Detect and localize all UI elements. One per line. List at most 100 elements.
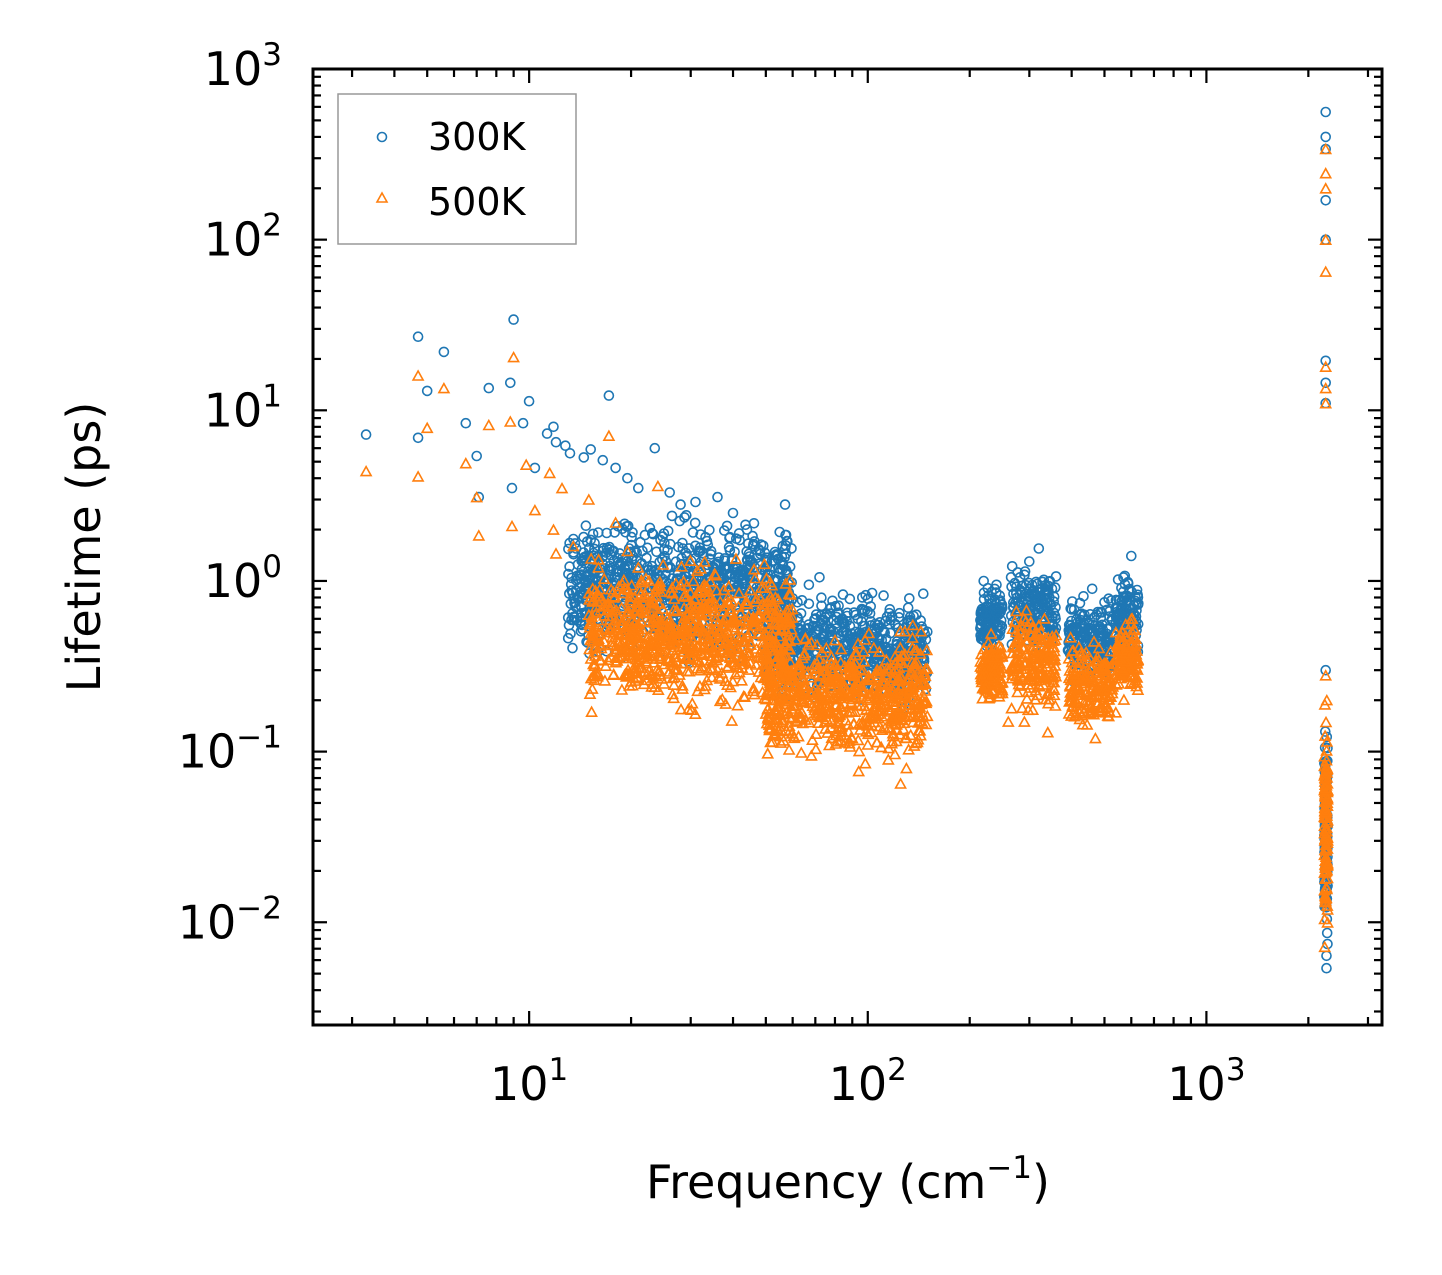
- series-300k-point: [1321, 962, 1332, 974]
- series-300k-point: [568, 533, 579, 545]
- series-500k-point: [700, 673, 714, 686]
- series-500k-point: [519, 458, 533, 471]
- series-500k-point: [783, 655, 797, 668]
- series-300k-point: [789, 645, 801, 657]
- series-500k-point: [528, 503, 542, 516]
- series-500k-point: [1092, 641, 1106, 654]
- series-300k-point: [748, 538, 759, 550]
- series-500k-point: [1320, 825, 1333, 837]
- series-500k-point: [1109, 706, 1123, 718]
- series-500k-point: [721, 678, 734, 691]
- series-500k-point: [691, 684, 704, 697]
- series-500k-point: [778, 666, 792, 678]
- series-500k-point: [851, 637, 865, 649]
- series-500k-point: [708, 596, 722, 609]
- series-500k-point: [1112, 677, 1126, 689]
- series-500k-point: [637, 606, 651, 618]
- series-500k-point: [726, 612, 740, 625]
- series-500k-point: [718, 630, 732, 643]
- series-500k-point: [1018, 715, 1031, 727]
- series-300k-point: [850, 609, 862, 621]
- series-500k-point: [1005, 661, 1019, 673]
- series-500k-point: [759, 657, 773, 670]
- series-500k-point: [986, 650, 1000, 663]
- series-500k-point: [878, 721, 892, 734]
- series-300k-point: [1119, 570, 1131, 582]
- series-300k-point: [870, 626, 882, 638]
- series-500k-point: [695, 660, 708, 672]
- series-500k-point: [775, 724, 788, 737]
- series-300k-point: [1012, 567, 1024, 578]
- series-500k-point: [686, 649, 700, 662]
- series-300k-point: [603, 390, 615, 401]
- series-500k-point: [646, 614, 660, 627]
- series-500k-point: [663, 626, 676, 638]
- series-300k-point: [902, 602, 914, 614]
- series-500k-point: [1110, 667, 1124, 680]
- series-300k-point: [748, 579, 759, 590]
- series-500k-point: [620, 605, 634, 618]
- series-500k-point: [1047, 688, 1061, 701]
- series-500k-point: [612, 580, 626, 592]
- series-500k-point: [660, 612, 674, 624]
- series-500k-point: [705, 621, 719, 634]
- series-500k-point: [359, 464, 373, 477]
- series-300k-point: [1087, 626, 1099, 638]
- series-500k-point: [904, 690, 918, 702]
- series-500k-point: [814, 710, 828, 723]
- legend-box: [337, 93, 577, 245]
- series-300k-point: [866, 587, 878, 599]
- series-500k-point: [864, 725, 878, 738]
- series-300k-point: [1005, 571, 1017, 583]
- series-500k-point: [733, 654, 747, 666]
- series-500k-point: [584, 633, 597, 646]
- series-500k-point: [589, 600, 603, 612]
- series-500k-point: [650, 590, 664, 602]
- y-tick-label: 100: [204, 549, 282, 608]
- series-500k-point: [543, 466, 557, 479]
- series-500k-point: [616, 586, 629, 599]
- series-500k-point: [1096, 662, 1110, 675]
- series-500k-point: [651, 582, 665, 594]
- series-500k-point: [715, 692, 729, 705]
- series-300k-point: [1113, 594, 1125, 606]
- series-300k-point: [803, 579, 815, 591]
- series-500k-point: [916, 678, 929, 691]
- series-300k-point: [814, 571, 825, 583]
- series-500k-point: [766, 661, 780, 673]
- series-300k-point: [774, 526, 786, 538]
- series-300k-point: [777, 557, 789, 569]
- series-500k-point: [770, 662, 783, 675]
- series-300k-point: [574, 569, 586, 581]
- series-300k-point: [1320, 664, 1331, 676]
- series-300k-point: [754, 545, 766, 557]
- series-500k-point: [792, 680, 805, 692]
- series-300k-point: [917, 588, 929, 600]
- series-500k-point: [894, 687, 907, 700]
- series-500k-point: [1041, 631, 1055, 643]
- series-500k-point: [1319, 895, 1332, 908]
- series-500k-point: [592, 561, 605, 573]
- series-500k-point: [597, 635, 611, 647]
- series-500k-point: [774, 736, 788, 748]
- series-500k-point: [732, 586, 746, 599]
- series-500k-point: [1128, 654, 1142, 666]
- series-300k-point: [568, 592, 579, 604]
- series-500k-point: [607, 667, 621, 680]
- series-500k-point: [1065, 694, 1079, 706]
- series-500k-point: [853, 723, 867, 735]
- series-500k-point: [695, 609, 709, 621]
- series-300k-point: [585, 444, 597, 455]
- series-500k-point: [1124, 677, 1137, 690]
- series-300k-point: [412, 331, 424, 343]
- series-500k-point: [597, 572, 611, 585]
- series-300k-point: [1320, 195, 1331, 206]
- series-300k-point: [893, 611, 905, 623]
- series-500k-point: [1089, 731, 1102, 744]
- series-500k-point: [762, 718, 776, 730]
- series-300k-point: [1321, 950, 1332, 962]
- series-500k-point: [602, 429, 616, 442]
- series-300k-point: [1106, 595, 1117, 606]
- series-500k-point: [770, 707, 784, 719]
- series-300k-point: [1124, 583, 1135, 595]
